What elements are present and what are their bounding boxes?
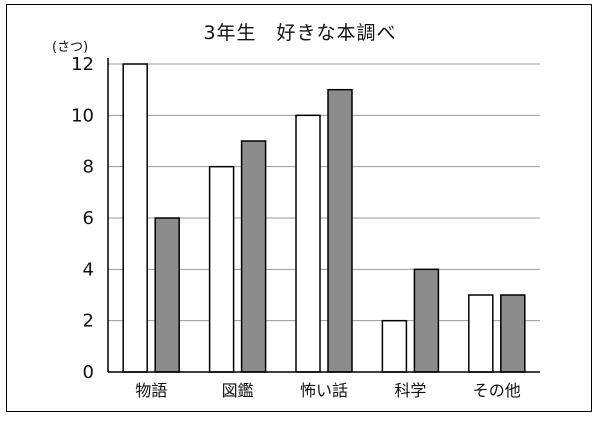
y-tick-label: 2 <box>83 311 94 332</box>
bar-2 <box>500 294 526 373</box>
gridlines <box>108 63 540 322</box>
y-tick-labels: 0 2 4 6 8 10 12 <box>71 54 94 383</box>
y-tick-label: 10 <box>71 105 94 126</box>
bar-2 <box>413 268 440 373</box>
chart-title: 3年生 好きな本調べ <box>203 22 397 44</box>
y-tick-label: 12 <box>71 54 94 75</box>
y-tick-label: 8 <box>83 157 94 178</box>
bar-2 <box>240 140 267 373</box>
bar-2 <box>154 217 180 373</box>
axes <box>107 58 540 373</box>
bars <box>122 63 526 373</box>
category-labels: 物語 図鑑 怖い話 科学 その他 <box>135 381 521 400</box>
bar-1 <box>381 319 408 373</box>
bar-2 <box>327 88 353 373</box>
y-tick-label: 0 <box>83 362 94 383</box>
bar-1 <box>295 114 321 373</box>
category-label: 科学 <box>394 381 426 400</box>
bar-1 <box>122 63 148 373</box>
category-label: 物語 <box>135 381 167 400</box>
y-axis-unit: (さつ) <box>52 40 89 55</box>
category-label: 図鑑 <box>222 381 254 400</box>
y-tick-label: 4 <box>83 259 94 280</box>
category-label: その他 <box>473 381 521 400</box>
category-label: 怖い話 <box>300 381 348 400</box>
y-tick-label: 6 <box>83 208 94 229</box>
bar-1 <box>208 165 235 373</box>
bar-1 <box>468 294 494 373</box>
